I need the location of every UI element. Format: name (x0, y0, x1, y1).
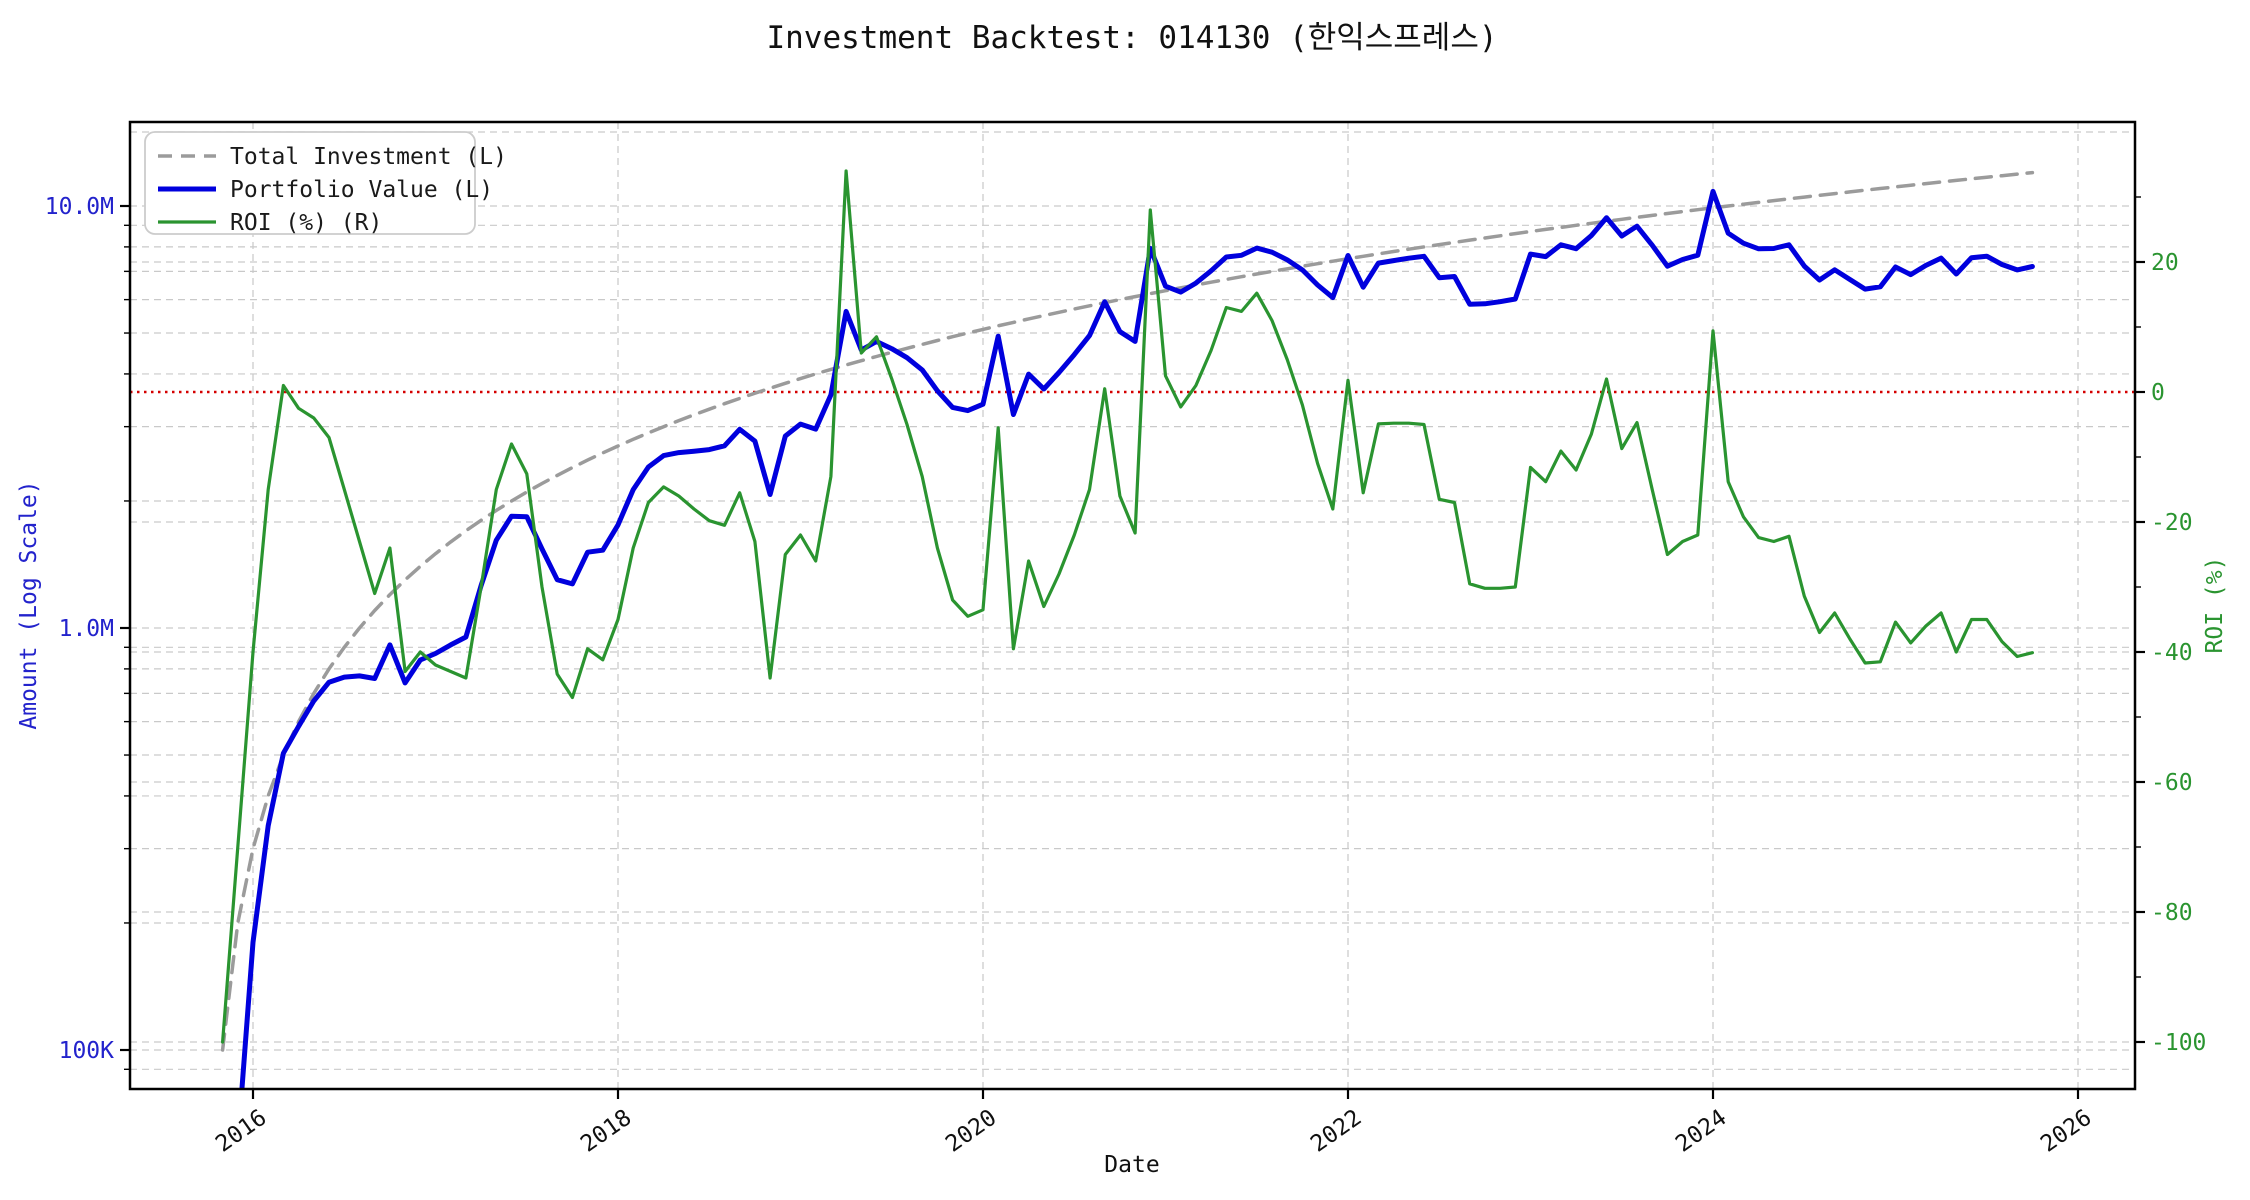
left-tick-label: 10.0M (45, 194, 114, 220)
plot-border (128, 120, 2137, 1091)
right-tick-label: -60 (2151, 770, 2193, 796)
right-axis-label: ROI (%) (2202, 557, 2228, 654)
series-line-0 (220, 170, 2035, 1052)
legend-label-roi: ROI (%) (R) (230, 210, 382, 236)
legend-box (144, 131, 476, 235)
right-tick-label: 0 (2151, 380, 2165, 406)
right-tick-label: -20 (2151, 510, 2193, 536)
legend-item-roi: ROI (%) (R) (158, 210, 382, 236)
series-line-2 (221, 169, 2035, 1044)
x-tick-label: 2022 (1306, 1105, 1366, 1158)
tick-marks-layer (120, 196, 2145, 1099)
x-axis-label: Date (1104, 1152, 1159, 1178)
x-tick-label: 2018 (576, 1105, 636, 1158)
left-axis-label: Amount (Log Scale) (16, 480, 42, 729)
legend-item-total-investment: Total Investment (L) (158, 144, 507, 170)
chart-title: Investment Backtest: 014130 (한익스프레스) (766, 20, 1497, 56)
series-line-1 (239, 188, 2035, 1089)
gridlines-layer (130, 122, 2135, 1089)
x-tick-label: 2016 (211, 1105, 271, 1158)
left-tick-label: 100K (59, 1038, 115, 1064)
x-tick-label: 2024 (1671, 1105, 1731, 1158)
legend-label-portfolio-value: Portfolio Value (L) (230, 177, 493, 203)
x-tick-label: 2026 (2036, 1105, 2096, 1158)
x-tick-label: 2020 (941, 1105, 1001, 1158)
right-tick-label: -80 (2151, 900, 2193, 926)
legend: Total Investment (L) Portfolio Value (L)… (144, 131, 507, 236)
legend-item-portfolio-value: Portfolio Value (L) (158, 177, 493, 203)
legend-label-total-investment: Total Investment (L) (230, 144, 507, 170)
right-tick-label: 20 (2151, 250, 2179, 276)
right-tick-label: -40 (2151, 640, 2193, 666)
series-layer (220, 169, 2035, 1089)
left-tick-label: 1.0M (59, 616, 114, 642)
right-tick-label: -100 (2151, 1030, 2206, 1056)
